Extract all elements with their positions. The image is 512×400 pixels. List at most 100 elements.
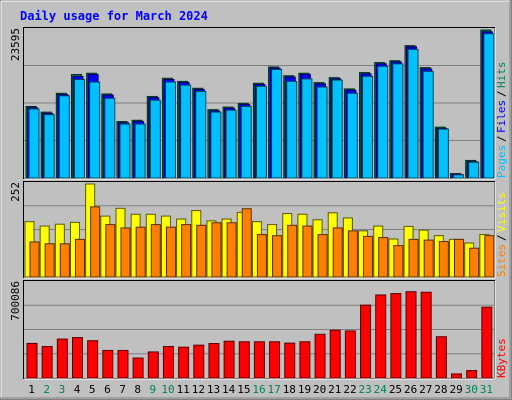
- bar-sites-day-21: [332, 227, 343, 278]
- x-tick-label: 17: [268, 383, 281, 396]
- x-tick-label: 23: [359, 383, 372, 396]
- bar-kbytes-day-26: [405, 291, 417, 379]
- x-axis-labels: 1 2 3 4 5 6 7 8 9 10 11 12 13 14 15 16 17 18 19 20 21 22 23 24 2…: [28, 383, 493, 396]
- bar-sites-day-6: [105, 224, 116, 278]
- bar-sites-day-10: [165, 226, 176, 278]
- bar-sites-day-25: [393, 245, 404, 278]
- x-tick-label: 30: [465, 383, 478, 396]
- legend-separator: /: [495, 135, 508, 142]
- bar-sites-day-17: [272, 235, 283, 278]
- bar-pages-day-3: [58, 95, 70, 179]
- bar-sites-day-26: [408, 238, 419, 278]
- legend-visits: Visits: [495, 192, 508, 232]
- x-tick-label: 8: [134, 383, 141, 396]
- bar-sites-day-2: [44, 243, 55, 278]
- x-tick-label: 14: [222, 383, 236, 396]
- bar-kbytes-day-13: [208, 343, 220, 379]
- bar-sites-day-7: [120, 227, 131, 278]
- bar-pages-day-24: [377, 65, 389, 179]
- bar-kbytes-day-11: [178, 346, 190, 379]
- x-tick-label: 31: [480, 383, 493, 396]
- x-tick-label: 5: [89, 383, 96, 396]
- x-tick-label: 28: [434, 383, 447, 396]
- bar-sites-day-18: [287, 224, 298, 278]
- bar-pages-day-13: [210, 111, 222, 179]
- x-tick-label: 1: [28, 383, 35, 396]
- x-tick-label: 24: [374, 383, 388, 396]
- bar-pages-day-12: [195, 90, 207, 179]
- bar-kbytes-day-15: [238, 341, 250, 379]
- bar-kbytes-day-17: [269, 341, 281, 379]
- bar-kbytes-day-23: [360, 304, 372, 379]
- x-tick-label: 13: [207, 383, 220, 396]
- bar-sites-day-1: [29, 241, 40, 278]
- x-tick-label: 22: [343, 383, 356, 396]
- bar-pages-day-17: [271, 68, 283, 179]
- x-tick-label: 16: [252, 383, 265, 396]
- bar-sites-day-28: [438, 241, 449, 278]
- bar-pages-day-6: [104, 97, 116, 179]
- bar-pages-day-25: [392, 63, 404, 179]
- x-tick-label: 15: [237, 383, 250, 396]
- bar-pages-day-31: [483, 33, 495, 179]
- x-tick-label: 6: [104, 383, 111, 396]
- bar-pages-day-2: [43, 114, 55, 179]
- bar-kbytes-day-2: [41, 346, 53, 379]
- bar-kbytes-day-16: [253, 341, 265, 379]
- legend-separator: /: [495, 90, 508, 97]
- bar-kbytes-day-8: [132, 357, 144, 379]
- bar-pages-day-21: [331, 79, 343, 179]
- x-tick-label: 19: [298, 383, 311, 396]
- bar-pages-day-22: [346, 92, 358, 179]
- legend-hits: Hits: [495, 62, 508, 89]
- bar-kbytes-day-24: [375, 294, 387, 379]
- bar-sites-day-22: [347, 230, 358, 278]
- bar-kbytes-day-28: [435, 336, 447, 379]
- bar-sites-day-27: [423, 239, 434, 278]
- y-max-label-hits-files-pages: 23595: [9, 28, 22, 61]
- bar-kbytes-day-5: [87, 340, 99, 379]
- bar-pages-day-1: [28, 108, 40, 179]
- bar-pages-day-20: [316, 86, 328, 179]
- bar-kbytes-day-25: [390, 293, 402, 379]
- legend-kbytes: KBytes: [495, 338, 508, 378]
- y-max-label-kbytes: 700086: [9, 281, 22, 321]
- y-max-label-visits-sites: 252: [9, 182, 22, 202]
- bar-kbytes-day-18: [284, 342, 296, 379]
- bar-pages-day-27: [422, 70, 434, 179]
- bar-kbytes-day-3: [56, 338, 68, 379]
- bar-sites-day-11: [181, 224, 192, 278]
- bar-pages-day-28: [437, 128, 449, 179]
- legend-separator: /: [495, 234, 508, 241]
- bar-pages-day-10: [164, 81, 176, 179]
- bar-kbytes-day-6: [102, 349, 114, 379]
- bar-pages-day-19: [301, 78, 313, 179]
- bar-sites-day-9: [150, 224, 161, 278]
- bar-kbytes-day-20: [314, 333, 326, 379]
- bar-kbytes-day-21: [329, 329, 341, 379]
- x-tick-label: 25: [389, 383, 402, 396]
- bar-kbytes-day-12: [193, 344, 205, 379]
- bar-pages-day-9: [149, 99, 161, 179]
- x-tick-label: 9: [150, 383, 157, 396]
- x-tick-label: 12: [192, 383, 205, 396]
- bar-kbytes-day-22: [344, 330, 356, 379]
- bar-kbytes-day-4: [71, 337, 83, 379]
- bar-sites-day-14: [226, 222, 237, 278]
- x-tick-label: 26: [404, 383, 417, 396]
- x-tick-label: 11: [177, 383, 190, 396]
- bar-kbytes-day-19: [299, 341, 311, 379]
- bar-sites-day-8: [135, 226, 146, 278]
- x-tick-label: 10: [161, 383, 174, 396]
- bar-kbytes-day-10: [162, 346, 174, 379]
- y-axis-max-labels: 23595 252 700086: [9, 28, 22, 321]
- bar-kbytes-day-27: [420, 291, 432, 379]
- bars: [24, 29, 495, 379]
- bar-pages-day-11: [180, 84, 192, 179]
- bar-sites-day-19: [302, 225, 313, 278]
- bar-pages-day-7: [119, 123, 131, 179]
- bar-pages-day-15: [240, 105, 252, 179]
- bar-pages-day-26: [407, 48, 419, 179]
- x-tick-label: 7: [119, 383, 126, 396]
